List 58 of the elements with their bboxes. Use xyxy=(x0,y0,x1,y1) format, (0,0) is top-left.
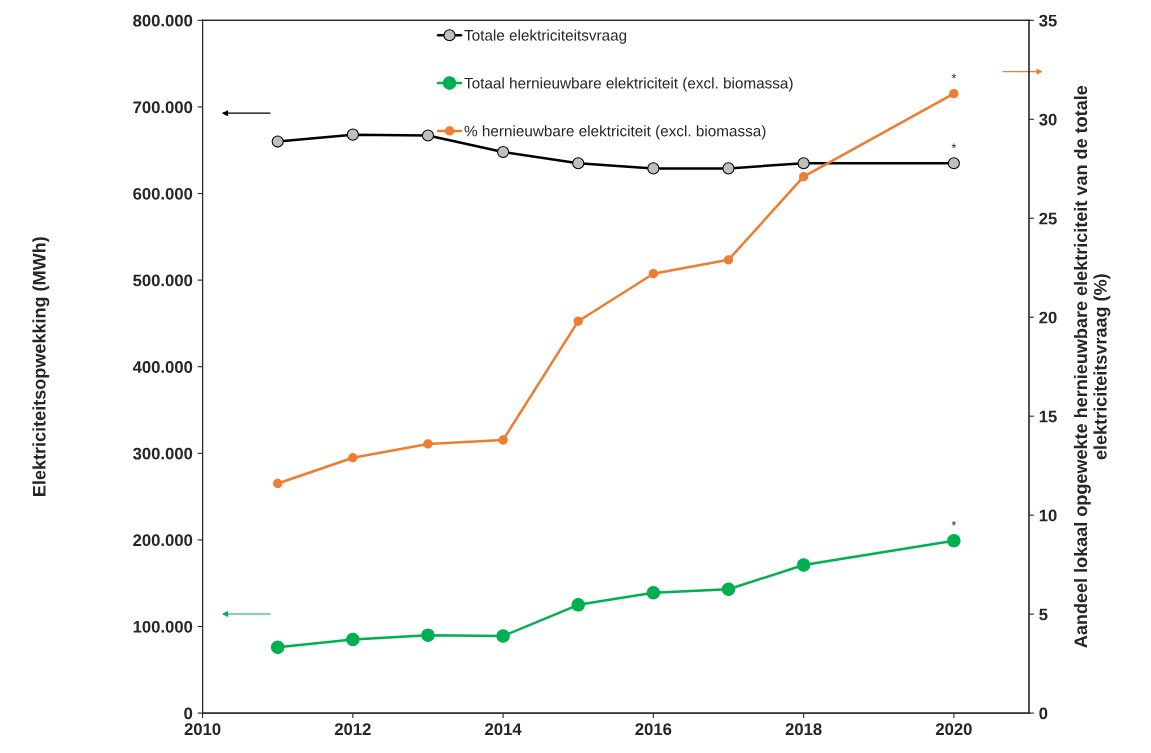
y2-tick-label: 30 xyxy=(1039,113,1057,126)
y-tick-label: 400.000 xyxy=(132,361,193,373)
point xyxy=(346,632,360,647)
point xyxy=(723,255,734,265)
point xyxy=(573,316,583,326)
point xyxy=(348,453,358,463)
point xyxy=(273,478,283,489)
point xyxy=(421,628,435,642)
x-tick-label: 2010 xyxy=(184,723,221,736)
point xyxy=(648,269,659,279)
y2-axis-title: Aandeel lokaal opgewekte hernieuwbare elektriciteit van de totale elektriciteitsvraag (%) xyxy=(1073,85,1111,648)
point xyxy=(496,629,510,643)
point xyxy=(721,582,736,597)
legend-label: % hernieuwbare elektriciteit (excl. biomassa) xyxy=(464,125,766,140)
y2-tick-label: 5 xyxy=(1039,608,1048,621)
point xyxy=(571,598,585,612)
x-tick-label: 2012 xyxy=(334,723,371,736)
y2-tick-label: 20 xyxy=(1039,311,1057,324)
point xyxy=(797,157,810,170)
y2-tick-label: 15 xyxy=(1039,410,1057,423)
point xyxy=(646,585,661,600)
point xyxy=(572,157,585,170)
legend-label: Totaal hernieuwbare elektriciteit (excl. biomassa) xyxy=(464,77,793,92)
y-axis-title: Elektriciteitsopwekking (MWh) xyxy=(32,237,50,496)
point xyxy=(421,129,435,142)
x-tick-label: 2018 xyxy=(785,723,822,736)
data-label: * xyxy=(951,521,957,526)
point xyxy=(270,640,285,655)
y-tick-label: 500.000 xyxy=(133,274,193,287)
x-tick-label: 2016 xyxy=(635,723,672,736)
y-tick-label: 800.000 xyxy=(133,14,193,27)
y-tick-label: 0 xyxy=(184,707,193,720)
y-tick-label: 100.000 xyxy=(133,620,193,633)
y2-tick-label: 0 xyxy=(1039,707,1048,720)
data-label: * xyxy=(951,73,957,79)
point xyxy=(346,128,359,141)
point xyxy=(497,145,510,159)
point xyxy=(947,534,961,548)
y-tick-label: 600.000 xyxy=(133,187,193,200)
y2-tick-label: 25 xyxy=(1039,212,1057,225)
point xyxy=(947,157,960,170)
y-tick-label: 700.000 xyxy=(133,101,193,114)
point xyxy=(798,172,809,182)
point xyxy=(949,88,959,99)
data-label: * xyxy=(951,143,957,148)
y2-tick-label: 35 xyxy=(1039,14,1057,27)
x-tick-label: 2020 xyxy=(935,723,972,736)
point xyxy=(796,558,811,572)
y2-tick-label: 10 xyxy=(1039,509,1057,522)
y-tick-label: 300.000 xyxy=(133,447,193,460)
point xyxy=(423,439,433,449)
legend-label: Totale elektriciteitsvraag xyxy=(464,29,627,44)
x-tick-label: 2014 xyxy=(485,723,522,736)
point xyxy=(498,435,508,445)
y-tick-label: 200.000 xyxy=(133,534,193,547)
point xyxy=(722,162,735,175)
point xyxy=(271,135,284,148)
point xyxy=(647,162,660,175)
